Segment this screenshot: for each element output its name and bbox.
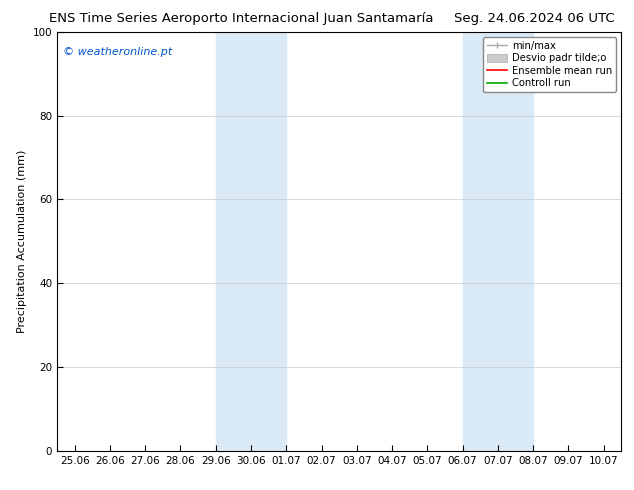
Text: ENS Time Series Aeroporto Internacional Juan Santamaría: ENS Time Series Aeroporto Internacional …: [49, 12, 433, 25]
Y-axis label: Precipitation Accumulation (mm): Precipitation Accumulation (mm): [17, 149, 27, 333]
Legend: min/max, Desvio padr tilde;o, Ensemble mean run, Controll run: min/max, Desvio padr tilde;o, Ensemble m…: [483, 37, 616, 92]
Bar: [463, 32, 533, 451]
Bar: [216, 32, 287, 451]
Text: Seg. 24.06.2024 06 UTC: Seg. 24.06.2024 06 UTC: [455, 12, 615, 25]
Text: © weatheronline.pt: © weatheronline.pt: [63, 47, 172, 56]
